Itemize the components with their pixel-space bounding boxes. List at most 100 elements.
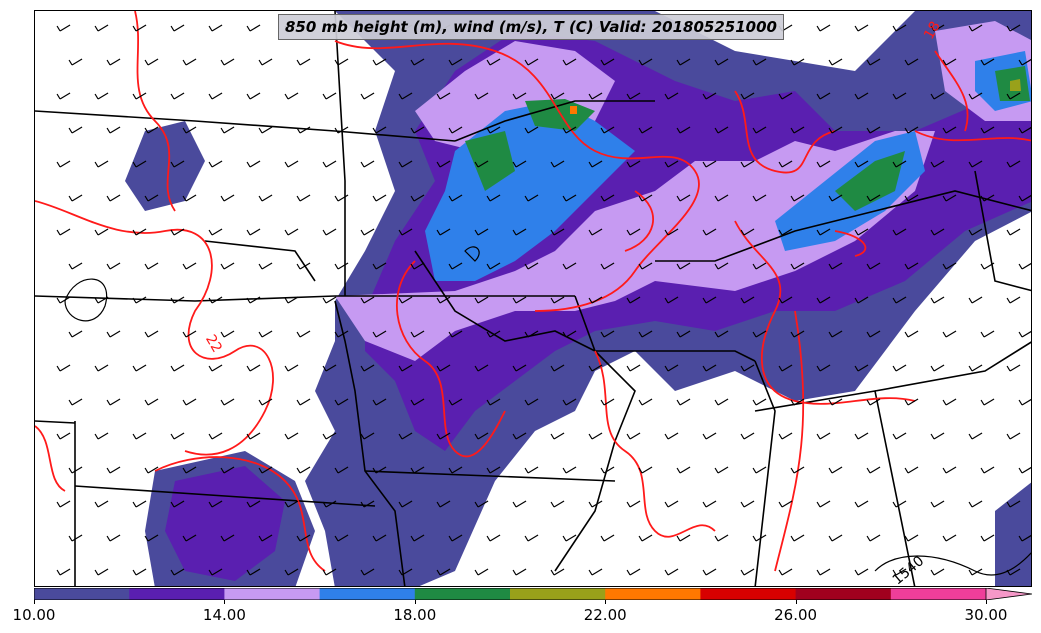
wind-barb (930, 500, 945, 508)
wind-barb (600, 194, 615, 202)
colorbar-tick-label: 26.00 (774, 606, 818, 624)
wind-barb (436, 92, 451, 100)
wind-barb (626, 92, 641, 100)
wind-barb (410, 534, 425, 542)
wind-barb (588, 364, 603, 372)
wind-barb (778, 92, 793, 100)
wind-barb (790, 262, 805, 270)
wind-barb (448, 126, 463, 134)
wind-barb (106, 330, 121, 338)
wind-barb (132, 92, 147, 100)
wind-barb (1006, 92, 1021, 100)
wind-barb (676, 398, 691, 406)
wind-barb (942, 398, 957, 406)
wind-barb (448, 398, 463, 406)
wind-barb (740, 92, 755, 100)
temp-contour (774, 310, 805, 572)
wind-barb (550, 296, 565, 304)
wind-barb (676, 330, 691, 338)
wind-barb (550, 364, 565, 372)
wind-barb (664, 500, 679, 508)
colorbar-tick-mark (986, 600, 987, 604)
map-plot-area: 22 18 1540 (34, 10, 1032, 587)
wind-barb (398, 432, 413, 440)
temp-contour (834, 230, 867, 257)
wind-barb (676, 262, 691, 270)
wind-barb (550, 228, 565, 236)
wind-barb (638, 262, 653, 270)
wind-barb (740, 228, 755, 236)
wind-barb (892, 228, 907, 236)
wind-barb (94, 568, 109, 576)
wind-barb (626, 364, 641, 372)
wind-barb (56, 364, 71, 372)
wind-barb (372, 330, 387, 338)
colorbar (34, 588, 1032, 600)
border-line (204, 240, 316, 282)
wind-barb (372, 398, 387, 406)
wind-barb (436, 568, 451, 576)
wind-barb (182, 262, 197, 270)
wind-barb (816, 160, 831, 168)
temperature-contours (35, 11, 1031, 572)
wind-barb (220, 126, 235, 134)
wind-barb (930, 24, 945, 32)
wind-barb (398, 160, 413, 168)
wind-barb (208, 160, 223, 168)
wind-barb (334, 126, 349, 134)
wind-barb (372, 262, 387, 270)
wind-barb (94, 228, 109, 236)
wind-barb (600, 398, 615, 406)
wind-barb (56, 296, 71, 304)
wind-barb (512, 296, 527, 304)
wind-barb (284, 364, 299, 372)
wind-barb (752, 126, 767, 134)
wind-barb (866, 126, 881, 134)
wind-barb (562, 398, 577, 406)
wind-barb (56, 568, 71, 576)
wind-barb (182, 330, 197, 338)
wind-barb (626, 228, 641, 236)
wind-barb (968, 568, 983, 576)
border-line (595, 350, 756, 362)
wind-barb (398, 364, 413, 372)
wind-barb (170, 296, 185, 304)
wind-barb (600, 126, 615, 134)
wind-barb (284, 92, 299, 100)
colorbar-segment (795, 588, 892, 600)
wind-barb (1018, 534, 1031, 542)
wind-barb (372, 534, 387, 542)
wind-barb (714, 262, 729, 270)
wind-barb (904, 262, 919, 270)
wind-barb (68, 126, 83, 134)
wind-barb (778, 432, 793, 440)
wind-barb (182, 126, 197, 134)
wind-barb (600, 58, 615, 66)
wind-barb (1018, 194, 1031, 202)
wind-barb (448, 194, 463, 202)
wind-barb (942, 194, 957, 202)
wind-barb (208, 296, 223, 304)
wind-barb (562, 262, 577, 270)
wind-barb (930, 568, 945, 576)
wind-barb (436, 500, 451, 508)
wind-barb (550, 500, 565, 508)
wind-barb (182, 58, 197, 66)
wind-barb (980, 466, 995, 474)
wind-barb (778, 568, 793, 576)
border-line (74, 485, 376, 507)
border-line (754, 360, 776, 586)
wind-barb (588, 228, 603, 236)
wind-barb (474, 500, 489, 508)
colorbar-tick-label: 30.00 (964, 606, 1008, 624)
contour-label-22: 22 (202, 332, 225, 355)
wind-barb (968, 364, 983, 372)
wind-barb (436, 228, 451, 236)
wind-barb (372, 58, 387, 66)
wind-barb (904, 126, 919, 134)
wind-barb (474, 568, 489, 576)
wind-barb (474, 432, 489, 440)
wind-barb (410, 194, 425, 202)
wind-barb (778, 296, 793, 304)
wind-barb (334, 398, 349, 406)
